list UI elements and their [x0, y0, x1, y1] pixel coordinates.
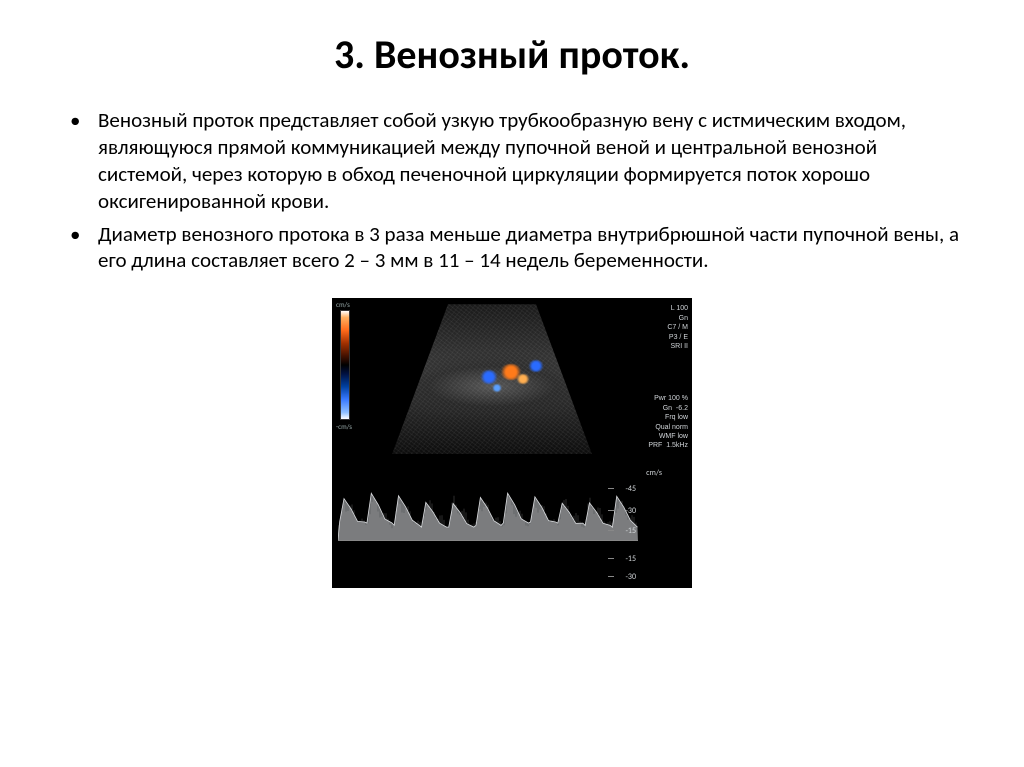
waveform-ytick-mark — [608, 510, 614, 511]
slide-title: 3. Венозный проток. — [60, 30, 964, 79]
bullet-list: Венозный проток представляет собой узкую… — [60, 107, 964, 274]
waveform-ytick-mark — [608, 530, 614, 531]
scan-params-top: L 100 Gn C7 / M P3 / E SRI II — [667, 304, 688, 351]
waveform-trace — [338, 482, 638, 582]
waveform-ytick: -30 — [616, 506, 636, 516]
scan-params-mid: Pwr 100 % Gn -6.2 Frq low Qual norm WMF … — [648, 394, 688, 451]
waveform-ytick-mark — [608, 488, 614, 489]
doppler-waveform: -45 -30 -15 -15 -30 — [338, 482, 638, 582]
waveform-ytick-mark — [608, 576, 614, 577]
bullet-item: Диаметр венозного протока в 3 раза меньш… — [98, 221, 964, 275]
waveform-ytick: -30 — [616, 572, 636, 582]
waveform-ytick-mark — [608, 558, 614, 559]
ultrasound-frame: cm/s -cm/s L 100 Gn C7 / M P3 / E SRI II… — [332, 298, 692, 588]
waveform-units: cm/s — [646, 468, 662, 478]
waveform-ytick: -45 — [616, 484, 636, 494]
colorbar-top-label: cm/s — [336, 300, 350, 309]
bmode-sector — [392, 304, 592, 454]
colorbar-bottom-label: -cm/s — [336, 422, 352, 431]
waveform-ytick: -15 — [616, 554, 636, 564]
waveform-ytick: -15 — [616, 526, 636, 536]
doppler-colorbar — [340, 310, 350, 420]
bullet-item: Венозный проток представляет собой узкую… — [98, 107, 964, 215]
ultrasound-figure: cm/s -cm/s L 100 Gn C7 / M P3 / E SRI II… — [60, 298, 964, 588]
